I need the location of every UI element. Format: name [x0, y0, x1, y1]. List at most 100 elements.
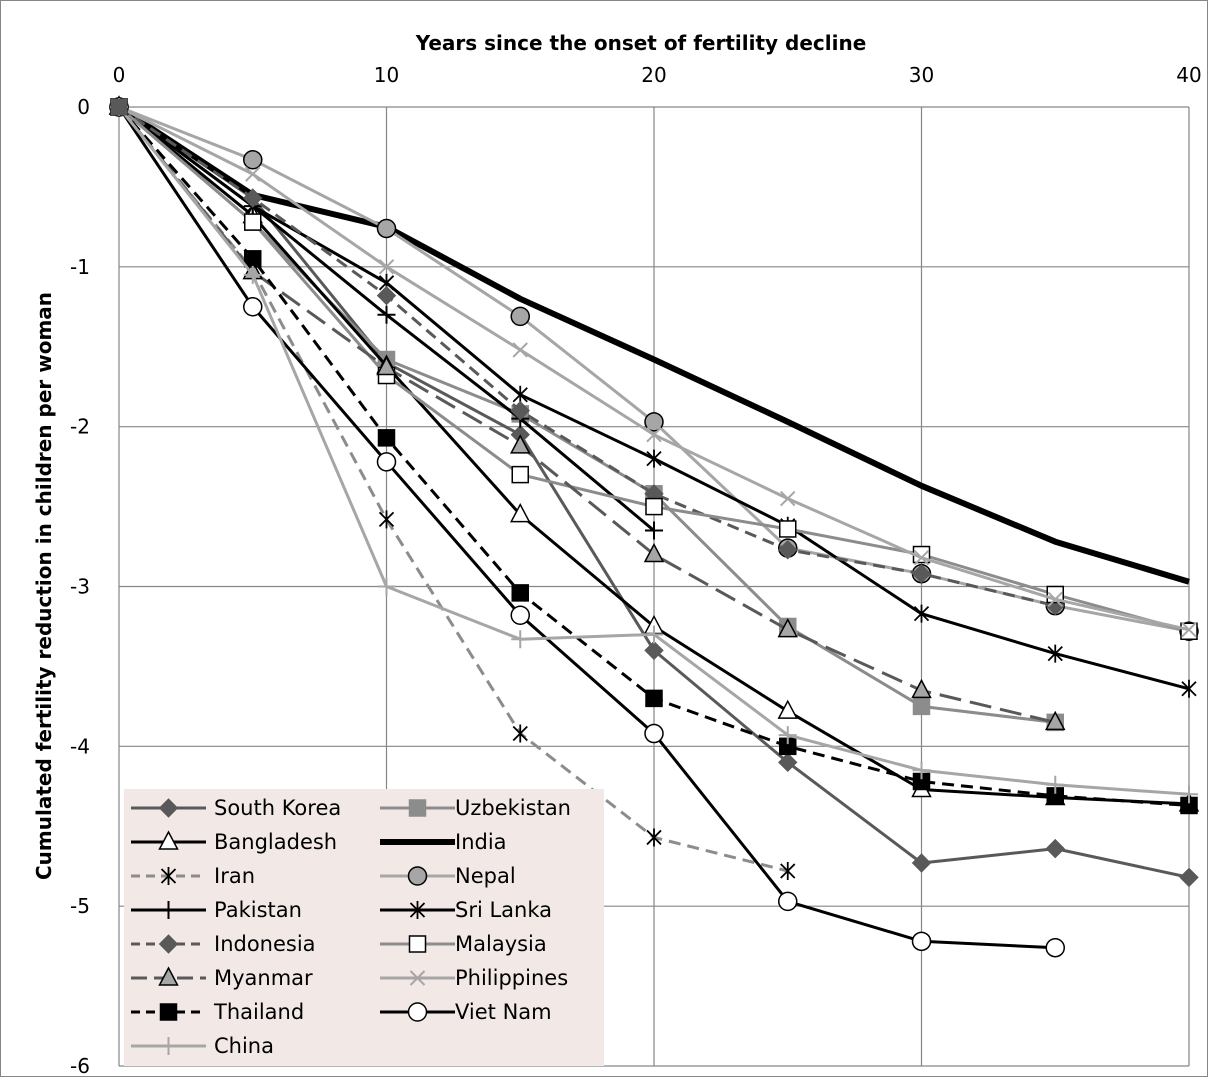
data-point	[158, 798, 179, 818]
data-point	[408, 799, 427, 817]
y-tick-label: -2	[70, 415, 90, 439]
series-line	[118, 105, 1056, 724]
data-point	[159, 1037, 178, 1055]
data-point	[159, 901, 178, 919]
data-point	[779, 520, 797, 538]
data-point	[159, 1003, 178, 1021]
data-point	[511, 630, 530, 649]
x-tick-label: 40	[1176, 63, 1201, 87]
data-point	[378, 259, 395, 275]
data-point	[1180, 622, 1198, 641]
legend-label: Malaysia	[455, 932, 547, 956]
data-point	[512, 342, 528, 358]
data-point	[912, 761, 931, 780]
data-point	[1045, 838, 1065, 859]
data-point	[645, 625, 663, 644]
legend-item-china: China	[131, 1034, 274, 1058]
data-point	[645, 521, 663, 540]
y-tick-label: -3	[70, 575, 90, 599]
data-point	[777, 618, 798, 638]
data-point	[1047, 644, 1063, 663]
data-point	[512, 385, 528, 404]
data-point	[243, 297, 263, 317]
legend-item-thailand: Thailand	[131, 1000, 304, 1024]
legend-label: Pakistan	[214, 898, 302, 922]
data-point	[377, 305, 396, 324]
data-point	[1046, 775, 1065, 794]
data-point	[778, 891, 798, 912]
data-point	[1181, 679, 1197, 698]
legend-label: Uzbekistan	[455, 796, 571, 820]
data-point	[510, 306, 530, 327]
data-point	[1181, 621, 1197, 638]
data-point	[244, 250, 262, 268]
data-point	[913, 550, 930, 566]
data-point	[409, 901, 426, 919]
data-point	[244, 213, 262, 231]
data-point	[377, 429, 396, 447]
series-line	[118, 105, 1056, 608]
x-tick-label: 20	[641, 63, 666, 87]
data-point	[1045, 937, 1065, 958]
data-point	[160, 867, 177, 885]
data-point	[780, 490, 796, 507]
data-point	[643, 542, 665, 563]
legend-label: Bangladesh	[214, 830, 337, 854]
data-point	[409, 970, 426, 986]
legend-label: China	[214, 1034, 274, 1058]
legend-item-nepal: Nepal	[380, 864, 516, 888]
legend: South Korea Uzbekistan Bangladesh India Iran…	[124, 789, 604, 1066]
data-point	[158, 966, 179, 986]
legend-background	[124, 789, 604, 1066]
data-point	[158, 934, 179, 954]
data-point	[644, 412, 664, 432]
legend-label: Iran	[214, 864, 255, 888]
data-point	[1180, 785, 1198, 804]
legend-item-uzbekistan: Uzbekistan	[380, 796, 571, 820]
legend-label: Nepal	[455, 864, 516, 888]
data-point	[644, 640, 664, 661]
legend-label: India	[455, 830, 507, 854]
data-point	[378, 510, 395, 529]
data-point	[510, 400, 530, 421]
series-thailand	[110, 98, 1198, 815]
data-point	[646, 426, 662, 443]
data-point	[511, 465, 529, 484]
legend-item-bangladesh: Bangladesh	[131, 830, 337, 854]
data-point	[407, 866, 428, 886]
data-point	[645, 497, 663, 516]
data-point	[376, 355, 397, 376]
data-point	[377, 577, 396, 596]
y-tick-label: -1	[70, 255, 90, 279]
x-tick-label: 30	[909, 63, 934, 87]
origin-point	[110, 98, 128, 116]
legend-item-south-korea: South Korea	[131, 796, 341, 820]
data-point	[780, 862, 796, 881]
legend-label: South Korea	[214, 796, 341, 820]
data-point	[1179, 867, 1199, 888]
legend-item-pakistan: Pakistan	[131, 898, 302, 922]
x-tick-label: 10	[374, 63, 399, 87]
data-point	[376, 218, 397, 239]
legend-item-indonesia: Indonesia	[131, 932, 316, 956]
data-point	[243, 265, 262, 284]
legend-label: Philippines	[455, 966, 568, 990]
data-point	[510, 434, 531, 454]
data-point	[912, 697, 931, 716]
data-point	[778, 726, 797, 745]
legend-item-philippines: Philippines	[380, 966, 568, 990]
x-axis-title: Years since the onset of fertility decli…	[415, 31, 867, 55]
data-point	[407, 1002, 428, 1022]
data-point	[243, 149, 263, 170]
y-tick-label: -6	[70, 1054, 90, 1077]
data-point	[911, 678, 932, 699]
series-line	[117, 106, 1056, 724]
data-point	[644, 723, 664, 744]
data-point	[1047, 591, 1063, 607]
legend-label: Viet Nam	[455, 1000, 552, 1024]
legend-label: Myanmar	[214, 966, 313, 990]
data-point	[646, 449, 662, 468]
data-point	[408, 935, 427, 953]
